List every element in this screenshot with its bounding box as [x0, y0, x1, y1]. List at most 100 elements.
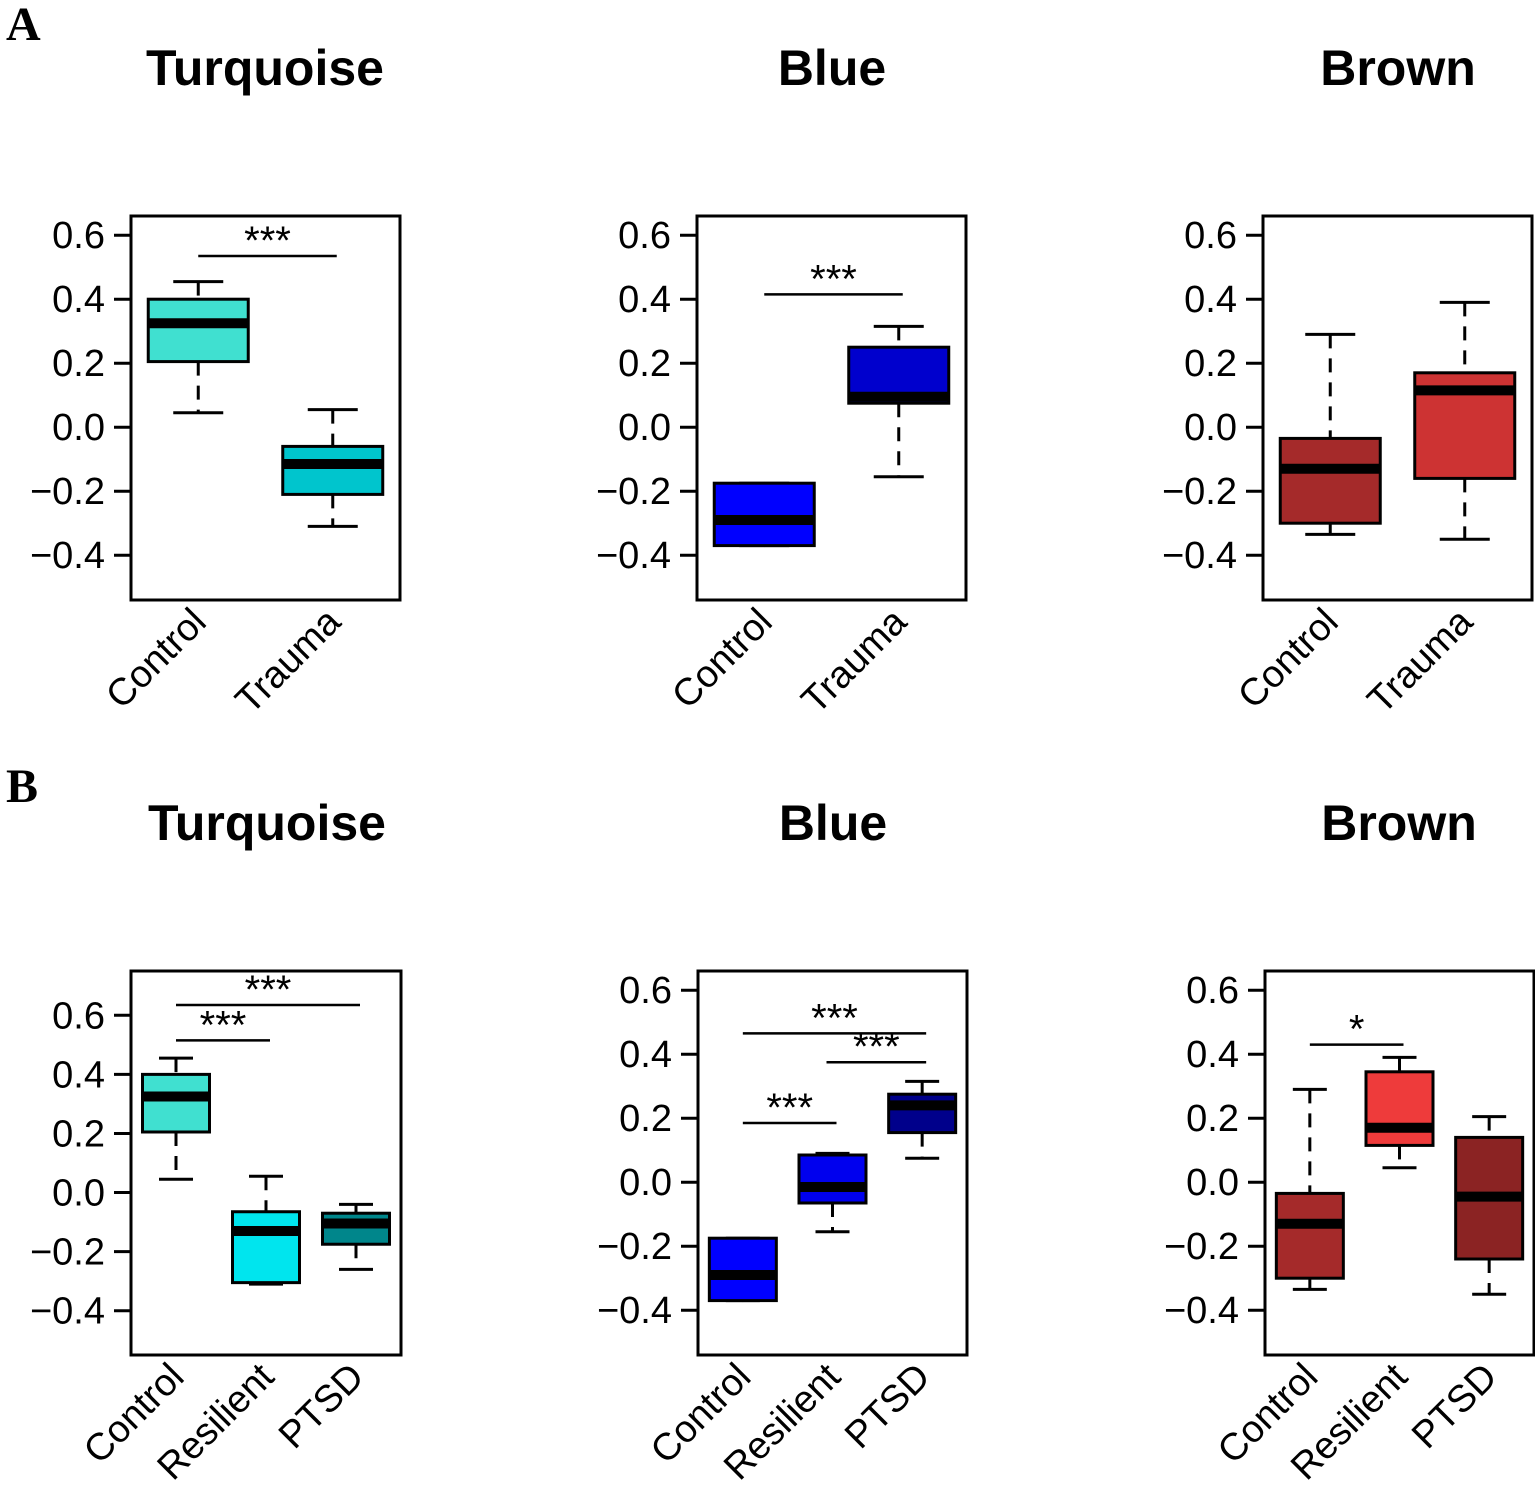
- x-category-label: Control: [664, 601, 780, 717]
- significance-label: ***: [766, 1086, 813, 1130]
- significance-label: ***: [810, 257, 857, 301]
- y-tick-label: 0.4: [1186, 1034, 1239, 1076]
- box-resilient: [797, 1151, 868, 1234]
- boxplot-chart-3: Brown 0.6 0.4 0.2 0.0 −0.2 −0.4 Control Trauma: [1162, 40, 1534, 722]
- box-trauma: [281, 408, 385, 528]
- boxplot-chart-2: Blue 0.6 0.4 0.2 0.0 −0.2 −0.4 Control Trauma ***: [596, 40, 968, 722]
- significance-label: ***: [244, 219, 291, 263]
- box-control: [146, 280, 250, 415]
- chart-title: Blue: [779, 795, 887, 851]
- y-tick-label: 0.2: [619, 1098, 672, 1140]
- boxplot-chart-4: Turquoise0.60.40.20.0−0.2−0.4ControlResi…: [30, 795, 403, 1488]
- significance-label: ***: [245, 968, 292, 1012]
- y-tick-label: 0.4: [619, 1034, 672, 1076]
- chart-title: Brown: [1320, 40, 1476, 96]
- y-tick-label: −0.2: [1164, 1226, 1239, 1268]
- y-tick-label: 0.6: [618, 215, 671, 257]
- plot-frame: [129, 214, 402, 602]
- y-tick-label: −0.2: [30, 1232, 105, 1274]
- y-tick-label: −0.2: [597, 1226, 672, 1268]
- chart-title: Turquoise: [148, 795, 386, 851]
- iqr-box: [231, 1210, 301, 1285]
- y-tick-label: 0.6: [52, 215, 105, 257]
- y-tick-label: 0.4: [1184, 279, 1237, 321]
- y-tick-label: 0.6: [52, 995, 105, 1037]
- boxplot-chart-1: Turquoise 0.6 0.4 0.2 0.0 −0.2 −0.4 Control Trau…: [30, 40, 402, 722]
- y-tick-label: 0.2: [1186, 1098, 1239, 1140]
- y-tick-label: 0.0: [618, 407, 671, 449]
- y-tick-label: −0.2: [30, 471, 105, 513]
- boxplot-chart-5: Blue0.60.40.20.0−0.2−0.4ControlResilient…: [597, 795, 969, 1488]
- iqr-box: [321, 1211, 391, 1246]
- box-control: [707, 1236, 778, 1303]
- x-category-label: PTSD: [1404, 1356, 1505, 1457]
- y-tick-label: 0.2: [618, 343, 671, 385]
- plot-frame: [129, 969, 403, 1357]
- x-category-label: Trauma: [1360, 600, 1482, 722]
- plot-frame: [1263, 969, 1535, 1357]
- box-control: [1274, 1087, 1345, 1291]
- box-trauma: [1413, 300, 1517, 541]
- box-control: [1278, 332, 1382, 536]
- box-resilient: [1364, 1055, 1435, 1170]
- iqr-box: [887, 1092, 958, 1135]
- iqr-box: [1274, 1191, 1345, 1280]
- x-category-label: Trauma: [794, 600, 916, 722]
- box-control: [141, 1056, 211, 1181]
- iqr-box: [707, 1236, 778, 1303]
- box-resilient: [231, 1174, 301, 1286]
- y-tick-label: −0.4: [596, 535, 671, 577]
- chart-title: Blue: [778, 40, 886, 96]
- y-tick-label: 0.6: [1186, 970, 1239, 1012]
- significance-label: ***: [200, 1003, 247, 1047]
- x-category-label: Control: [1230, 601, 1346, 717]
- y-tick-label: 0.2: [52, 343, 105, 385]
- iqr-box: [141, 1072, 211, 1134]
- panel-label-b: B: [6, 760, 38, 813]
- y-tick-label: −0.4: [1164, 1290, 1239, 1332]
- x-category-label: PTSD: [271, 1356, 372, 1457]
- iqr-box: [281, 444, 385, 496]
- chart-title: Brown: [1321, 795, 1477, 851]
- significance-label: ***: [811, 996, 858, 1040]
- y-tick-label: −0.4: [1162, 535, 1237, 577]
- panel-label-a: A: [6, 0, 41, 51]
- chart-title: Turquoise: [146, 40, 384, 96]
- box-ptsd: [321, 1202, 391, 1271]
- iqr-box: [797, 1153, 868, 1205]
- y-tick-label: 0.6: [619, 970, 672, 1012]
- y-tick-label: 0.0: [52, 407, 105, 449]
- y-tick-label: 0.4: [618, 279, 671, 321]
- significance-label: ***: [853, 1025, 900, 1069]
- y-tick-label: −0.2: [596, 471, 671, 513]
- y-tick-label: 0.6: [1184, 215, 1237, 257]
- plot-frame: [696, 969, 969, 1357]
- plot-frame: [1261, 214, 1534, 602]
- box-ptsd: [1454, 1115, 1525, 1296]
- box-control: [712, 481, 816, 548]
- y-tick-label: 0.0: [1186, 1162, 1239, 1204]
- iqr-box: [1278, 436, 1382, 525]
- y-tick-label: −0.4: [30, 535, 105, 577]
- y-tick-label: 0.0: [619, 1162, 672, 1204]
- iqr-box: [146, 297, 250, 364]
- box-trauma: [847, 324, 951, 479]
- iqr-box: [712, 481, 816, 548]
- y-tick-label: 0.4: [52, 279, 105, 321]
- x-category-label: Trauma: [228, 600, 350, 722]
- plot-frame: [695, 214, 968, 602]
- y-tick-label: 0.2: [1184, 343, 1237, 385]
- iqr-box: [1364, 1070, 1435, 1147]
- y-tick-label: 0.4: [52, 1054, 105, 1096]
- y-tick-label: 0.2: [52, 1113, 105, 1155]
- boxplot-chart-6: Brown0.60.40.20.0−0.2−0.4ControlResilien…: [1164, 795, 1535, 1488]
- y-tick-label: 0.0: [52, 1173, 105, 1215]
- y-tick-label: −0.4: [30, 1291, 105, 1333]
- box-ptsd: [887, 1079, 958, 1160]
- x-category-label: Control: [98, 601, 214, 717]
- y-tick-label: −0.2: [1162, 471, 1237, 513]
- y-tick-label: 0.0: [1184, 407, 1237, 449]
- x-category-label: PTSD: [837, 1356, 938, 1457]
- y-tick-label: −0.4: [597, 1290, 672, 1332]
